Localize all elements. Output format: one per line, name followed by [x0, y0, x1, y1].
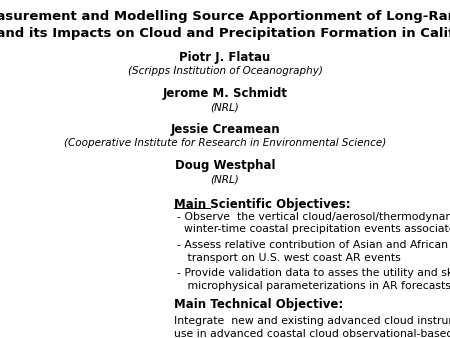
Text: (Scripps Institution of Oceanography): (Scripps Institution of Oceanography)	[127, 67, 323, 76]
Text: A Combined Measurement and Modelling Source Apportionment of Long-Range Transpor: A Combined Measurement and Modelling Sou…	[0, 10, 450, 40]
Text: - Observe  the vertical cloud/aerosol/thermodynamic  structure of heavy to extre: - Observe the vertical cloud/aerosol/the…	[176, 212, 450, 235]
Text: (NRL): (NRL)	[211, 174, 239, 184]
Text: Piotr J. Flatau: Piotr J. Flatau	[180, 51, 270, 64]
Text: Main Technical Objective:: Main Technical Objective:	[175, 298, 344, 311]
Text: - Provide validation data to asses the utility and skill of advanced two-moment : - Provide validation data to asses the u…	[176, 268, 450, 291]
Text: (NRL): (NRL)	[211, 102, 239, 113]
Text: Doug Westphal: Doug Westphal	[175, 159, 275, 172]
Text: Main Scientific Objectives:: Main Scientific Objectives:	[175, 197, 351, 211]
Text: - Assess relative contribution of Asian and African dust and the impact of long-: - Assess relative contribution of Asian …	[176, 240, 450, 263]
Text: (Cooperative Institute for Research in Environmental Science): (Cooperative Institute for Research in E…	[64, 138, 386, 148]
Text: Jessie Creamean: Jessie Creamean	[170, 123, 280, 136]
Text: Integrate  new and existing advanced cloud instrumentation into a coherent resou: Integrate new and existing advanced clou…	[175, 316, 450, 338]
Text: Jerome M. Schmidt: Jerome M. Schmidt	[162, 87, 288, 100]
